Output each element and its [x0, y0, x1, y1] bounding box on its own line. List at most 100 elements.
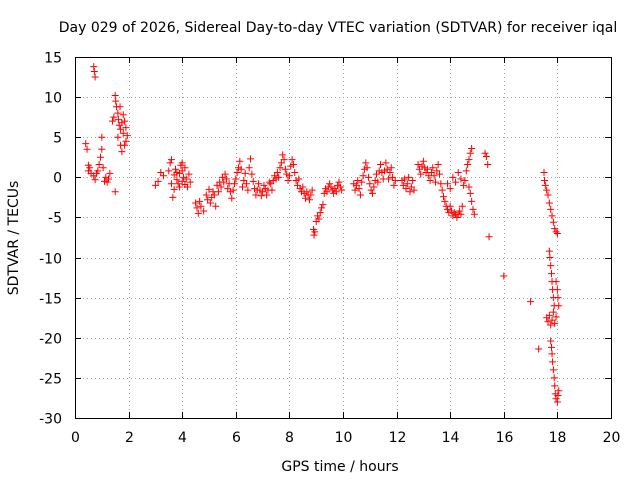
- data-point: [316, 209, 324, 217]
- data-point: [178, 159, 186, 167]
- data-point: [257, 192, 265, 200]
- data-point: [117, 125, 125, 133]
- data-point: [98, 133, 106, 141]
- data-point: [332, 188, 340, 196]
- data-point: [386, 169, 394, 177]
- data-point: [105, 175, 112, 183]
- x-tick-label: 6: [232, 430, 241, 446]
- data-point: [454, 169, 462, 177]
- data-point: [193, 204, 201, 212]
- data-point: [545, 311, 553, 319]
- data-point: [545, 247, 553, 255]
- data-point: [364, 173, 372, 181]
- data-point: [366, 180, 374, 188]
- data-point: [535, 345, 543, 353]
- x-tick-label: 0: [71, 430, 80, 446]
- data-point: [549, 358, 557, 366]
- data-point: [405, 173, 413, 181]
- data-point: [249, 177, 257, 185]
- data-point: [170, 185, 178, 193]
- data-point: [186, 178, 194, 186]
- data-point: [551, 225, 559, 233]
- x-tick-label: 12: [389, 430, 407, 446]
- y-tick-label: -10: [39, 252, 62, 268]
- y-tick-label: 0: [53, 171, 62, 187]
- data-point: [119, 129, 127, 137]
- data-point: [248, 170, 256, 178]
- data-point: [553, 398, 561, 406]
- x-tick-label: 10: [335, 430, 353, 446]
- data-point: [110, 113, 118, 121]
- data-point: [114, 116, 122, 124]
- data-point: [295, 175, 303, 183]
- data-point: [90, 67, 98, 75]
- data-point: [409, 177, 417, 185]
- data-point: [318, 204, 326, 212]
- data-point: [438, 186, 446, 194]
- plot-frame: [75, 57, 612, 419]
- data-point: [202, 191, 210, 199]
- data-point: [391, 177, 399, 185]
- data-point: [351, 186, 359, 194]
- data-point: [465, 183, 473, 191]
- data-point: [90, 63, 98, 71]
- data-point: [444, 180, 452, 188]
- data-point: [243, 180, 251, 188]
- data-point: [109, 117, 117, 125]
- data-point: [550, 374, 558, 382]
- data-point: [429, 164, 437, 172]
- data-point: [481, 149, 489, 157]
- data-point: [410, 186, 418, 194]
- data-point: [118, 119, 126, 127]
- data-point: [549, 308, 557, 316]
- data-point: [358, 178, 366, 186]
- data-point: [382, 159, 390, 167]
- data-point: [430, 172, 438, 180]
- data-point: [306, 196, 313, 204]
- data-point: [548, 270, 556, 278]
- data-point: [123, 132, 131, 140]
- data-point: [457, 210, 465, 218]
- data-point: [279, 151, 287, 159]
- data-point: [176, 183, 184, 191]
- data-point: [95, 160, 103, 168]
- data-point: [200, 207, 208, 215]
- data-point: [406, 188, 414, 196]
- data-point: [172, 165, 179, 173]
- data-point: [228, 194, 236, 202]
- data-point: [111, 92, 119, 100]
- data-point: [356, 191, 364, 199]
- data-point: [230, 180, 238, 188]
- x-tick-label: 16: [496, 430, 514, 446]
- chart-title: Day 029 of 2026, Sidereal Day-to-day VTE…: [59, 20, 617, 36]
- data-point: [468, 197, 476, 205]
- data-point: [151, 181, 159, 189]
- data-point: [552, 278, 560, 286]
- data-point: [122, 137, 130, 145]
- data-point: [315, 215, 323, 223]
- data-point: [273, 169, 281, 177]
- data-point: [86, 164, 94, 172]
- data-point: [239, 183, 246, 191]
- data-point: [441, 197, 449, 205]
- data-point: [370, 183, 378, 191]
- data-point: [548, 212, 556, 220]
- data-point: [470, 210, 478, 218]
- data-point: [464, 160, 472, 168]
- data-point: [551, 382, 559, 390]
- data-point: [122, 124, 130, 132]
- data-point: [362, 159, 370, 167]
- data-point: [217, 183, 225, 191]
- data-point: [354, 177, 362, 185]
- data-point: [281, 165, 289, 173]
- y-tick-label: 15: [44, 51, 62, 67]
- data-point: [197, 202, 205, 210]
- data-point: [229, 186, 237, 194]
- data-point: [83, 145, 91, 153]
- data-point: [319, 201, 327, 209]
- data-point: [359, 172, 367, 180]
- data-point: [82, 140, 90, 148]
- y-tick-label: 5: [53, 131, 62, 147]
- data-point: [91, 73, 99, 81]
- data-point: [554, 294, 562, 302]
